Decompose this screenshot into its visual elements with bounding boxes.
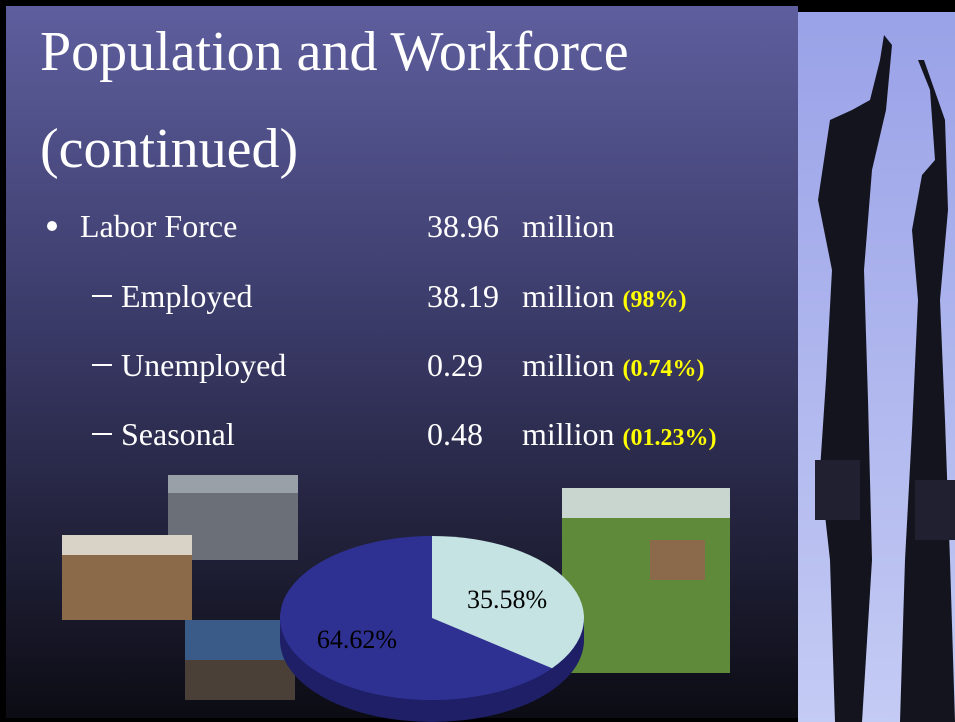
title-line: Population and Workforce <box>40 21 629 83</box>
title-line: (continued) <box>40 118 298 180</box>
pie-label: 35.58% <box>467 585 547 614</box>
row-unit: million <box>522 208 614 244</box>
row-unit-line: million <box>522 208 614 244</box>
row-value: 0.48 <box>427 416 483 452</box>
row-label: Seasonal <box>121 416 235 452</box>
row-value: 38.96 <box>427 208 499 244</box>
row-note: (0.74%) <box>622 356 704 382</box>
row-value: 38.19 <box>427 278 499 314</box>
row-label: Employed <box>121 278 253 314</box>
row-note: (98%) <box>622 287 686 313</box>
slide: Population and Workforce (continued) Lab… <box>0 0 955 722</box>
row-value: 0.29 <box>427 347 483 383</box>
row-unit: million <box>522 278 614 314</box>
pie: 64.62% 35.58% <box>280 536 584 700</box>
row-note: (01.23%) <box>622 425 716 451</box>
row-label: Labor Force <box>80 208 237 244</box>
row-unit: million <box>522 347 614 383</box>
silhouette-panel <box>798 12 955 722</box>
row-label: Unemployed <box>121 347 286 383</box>
pie-label: 64.62% <box>317 625 397 654</box>
row-unit: million <box>522 416 614 452</box>
